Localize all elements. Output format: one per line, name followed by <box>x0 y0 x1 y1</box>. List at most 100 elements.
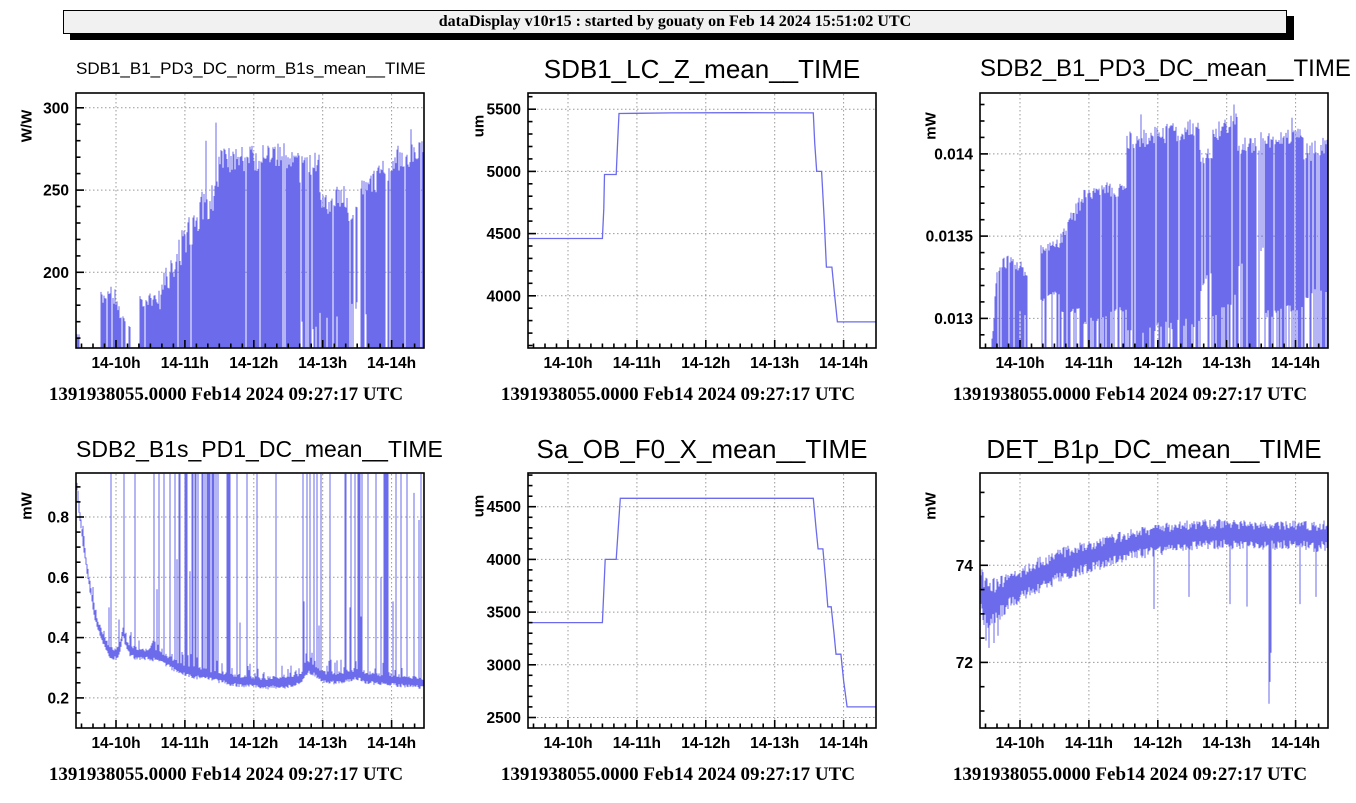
x-tick-label: 14-13h <box>1202 735 1251 752</box>
plot-frame <box>527 472 877 729</box>
y-tick-label: 3500 <box>487 605 521 622</box>
x-tick-label: 14-12h <box>229 355 278 372</box>
y-tick-label: 4000 <box>487 288 521 305</box>
plot-start-timestamp: 1391938055.0000 Feb14 2024 09:27:17 UTC <box>500 764 856 785</box>
x-tick-label: 14-10h <box>995 355 1044 372</box>
x-tick-label: 14-12h <box>681 735 730 752</box>
plot-start-timestamp: 1391938055.0000 Feb14 2024 09:27:17 UTC <box>48 384 404 405</box>
x-tick-label: 14-11h <box>613 735 661 752</box>
plot-start-timestamp: 1391938055.0000 Feb14 2024 09:27:17 UTC <box>952 384 1308 405</box>
data-series <box>528 497 876 708</box>
plot-canvas[interactable]: 200 250 300 14-10h 14-11h 14-12h 14-13h 14-14h <box>0 50 452 424</box>
y-tick-label: 0.013 <box>934 311 973 328</box>
tick-labels: 0.2 0.4 0.6 0.8 14-10h 14-11h 14-12h 14-13h 14-1… <box>47 510 416 753</box>
plot-panel-3: 0.013 0.0135 0.014 14-10h 14-11h 14-12h 14-13h… <box>904 50 1356 424</box>
header-bar: dataDisplay v10r15 : started by gouaty o… <box>63 10 1287 34</box>
plot-start-timestamp: 1391938055.0000 Feb14 2024 09:27:17 UTC <box>48 764 404 785</box>
y-tick-label: 2500 <box>487 710 521 727</box>
x-tick-label: 14-14h <box>367 735 416 752</box>
tick-labels: 200 250 300 14-10h 14-11h 14-12h 14-13h 14-14h <box>43 100 416 372</box>
plot-frame <box>979 472 1329 729</box>
y-tick-label: 74 <box>956 558 974 575</box>
y-tick-label: 4000 <box>487 552 521 569</box>
x-tick-label: 14-14h <box>819 355 868 372</box>
x-tick-label: 14-10h <box>543 355 592 372</box>
x-tick-label: 14-11h <box>161 735 209 752</box>
grid-lines <box>529 94 875 347</box>
x-tick-label: 14-10h <box>91 355 140 372</box>
plot-title: SDB1_B1_PD3_DC_norm_B1s_mean__TIME <box>76 59 426 78</box>
x-tick-label: 14-10h <box>995 735 1044 752</box>
x-tick-label: 14-13h <box>750 735 799 752</box>
data-series <box>980 518 1328 704</box>
y-tick-label: 0.8 <box>47 510 69 527</box>
axis-ticks <box>528 95 868 348</box>
y-tick-label: 3000 <box>487 657 521 674</box>
x-tick-label: 14-14h <box>1271 735 1320 752</box>
tick-labels: 0.013 0.0135 0.014 14-10h 14-11h 14-12h 14-13h… <box>926 146 1321 372</box>
axis-ticks <box>528 474 868 728</box>
grid-lines <box>77 474 423 727</box>
x-tick-label: 14-14h <box>819 735 868 752</box>
plot-panel-5: 2500 3000 3500 4000 4500 14-10h 14-11h 14-12h 14… <box>452 430 904 803</box>
plot-title: DET_B1p_DC_mean__TIME <box>986 434 1322 464</box>
plot-canvas[interactable]: 0.2 0.4 0.6 0.8 14-10h 14-11h 14-12h 14-13h 14-1… <box>0 430 452 803</box>
y-tick-label: 72 <box>956 655 973 672</box>
axis-ticks <box>980 491 1320 728</box>
plot-start-timestamp: 1391938055.0000 Feb14 2024 09:27:17 UTC <box>952 764 1308 785</box>
data-series <box>76 122 425 348</box>
x-tick-label: 14-12h <box>1133 355 1182 372</box>
x-tick-label: 14-11h <box>1065 355 1113 372</box>
x-tick-label: 14-10h <box>543 735 592 752</box>
grid-lines <box>529 474 875 727</box>
x-tick-label: 14-13h <box>298 735 347 752</box>
y-tick-label: 0.2 <box>47 690 69 707</box>
y-tick-label: 0.014 <box>934 146 973 163</box>
data-series <box>991 104 1329 348</box>
header-title: dataDisplay v10r15 : started by gouaty o… <box>438 13 912 30</box>
x-tick-label: 14-13h <box>1202 355 1251 372</box>
y-tick-label: 5000 <box>487 164 521 181</box>
plot-title: SDB1_LC_Z_mean__TIME <box>543 54 861 84</box>
plot-canvas[interactable]: 2500 3000 3500 4000 4500 14-10h 14-11h 14-12h 14… <box>452 430 904 803</box>
x-tick-label: 14-13h <box>750 355 799 372</box>
axis-ticks <box>76 486 416 728</box>
plot-start-timestamp: 1391938055.0000 Feb14 2024 09:27:17 UTC <box>500 384 856 405</box>
y-tick-label: 5500 <box>487 102 521 119</box>
axis-ticks <box>76 106 416 348</box>
y-tick-label: 0.4 <box>47 630 69 647</box>
x-tick-label: 14-12h <box>1133 735 1182 752</box>
axis-ticks <box>980 103 1320 348</box>
y-tick-label: 0.0135 <box>926 229 974 246</box>
data-series <box>76 473 425 690</box>
x-tick-label: 14-11h <box>613 355 661 372</box>
x-tick-label: 14-14h <box>367 355 416 372</box>
plot-panel-1: 200 250 300 14-10h 14-11h 14-12h 14-13h 14-14h … <box>0 50 452 424</box>
tick-labels: 72 74 14-10h 14-11h 14-12h 14-13h 14-14h <box>956 558 1320 752</box>
x-tick-label: 14-14h <box>1271 355 1320 372</box>
y-tick-label: 4500 <box>487 226 521 243</box>
y-tick-label: 300 <box>43 100 69 117</box>
tick-labels: 4000 4500 5000 5500 14-10h 14-11h 14-12h 14-13h… <box>487 102 869 372</box>
plot-panel-2: 4000 4500 5000 5500 14-10h 14-11h 14-12h 14-13h… <box>452 50 904 424</box>
plot-canvas[interactable]: 72 74 14-10h 14-11h 14-12h 14-13h 14-14h <box>904 430 1356 803</box>
plot-canvas[interactable]: 4000 4500 5000 5500 14-10h 14-11h 14-12h 14-13h… <box>452 50 904 424</box>
plot-frame <box>75 472 425 729</box>
tick-labels: 2500 3000 3500 4000 4500 14-10h 14-11h 14-12h 14… <box>487 499 869 752</box>
plot-frame <box>75 92 425 349</box>
plot-panel-4: 0.2 0.4 0.6 0.8 14-10h 14-11h 14-12h 14-13h 14-1… <box>0 430 452 803</box>
plot-title: SDB2_B1_PD3_DC_mean__TIME <box>980 55 1351 82</box>
x-tick-label: 14-12h <box>681 355 730 372</box>
x-tick-label: 14-12h <box>229 735 278 752</box>
y-tick-label: 250 <box>43 183 69 200</box>
data-series <box>528 112 876 323</box>
y-tick-label: 4500 <box>487 499 521 516</box>
x-tick-label: 14-11h <box>161 355 209 372</box>
x-tick-label: 14-13h <box>298 355 347 372</box>
plot-panel-6: 72 74 14-10h 14-11h 14-12h 14-13h 14-14h DET_B… <box>904 430 1356 803</box>
plot-title: SDB2_B1s_PD1_DC_mean__TIME <box>76 436 443 462</box>
y-tick-label: 0.6 <box>47 570 69 587</box>
x-tick-label: 14-10h <box>91 735 140 752</box>
plot-canvas[interactable]: 0.013 0.0135 0.014 14-10h 14-11h 14-12h 14-13h… <box>904 50 1356 424</box>
